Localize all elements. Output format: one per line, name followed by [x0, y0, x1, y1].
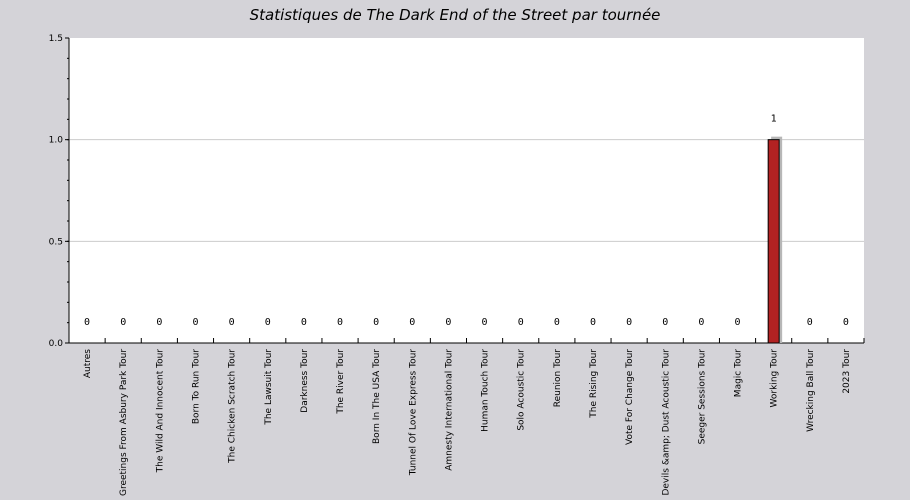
value-label: 0 — [409, 317, 415, 328]
category-label: Solo Acoustic Tour — [517, 349, 527, 431]
category-label: The Lawsuit Tour — [264, 349, 274, 426]
category-label: Magic Tour — [734, 349, 744, 397]
category-label: Reunion Tour — [553, 349, 563, 408]
value-label: 0 — [698, 317, 704, 328]
plot-area — [69, 38, 864, 343]
value-label: 0 — [445, 317, 451, 328]
category-label: Darkness Tour — [300, 349, 310, 413]
y-tick-label: 0.0 — [49, 339, 64, 349]
category-label: Autres — [83, 349, 93, 378]
y-tick-label: 0.5 — [49, 237, 63, 247]
bar — [767, 139, 780, 344]
value-label: 0 — [192, 317, 198, 328]
category-label: The Wild And Innocent Tour — [155, 349, 165, 474]
value-label: 0 — [482, 317, 488, 328]
value-label: 0 — [84, 317, 90, 328]
value-label: 0 — [301, 317, 307, 328]
category-label: Vote For Change Tour — [625, 349, 635, 445]
value-label: 0 — [590, 317, 596, 328]
value-label: 0 — [554, 317, 560, 328]
category-label: Amnesty International Tour — [444, 349, 454, 471]
y-tick-label: 1.5 — [49, 34, 63, 44]
value-label: 0 — [229, 317, 235, 328]
value-label: 0 — [120, 317, 126, 328]
value-label: 0 — [156, 317, 162, 328]
value-label: 0 — [807, 317, 813, 328]
value-label: 0 — [843, 317, 849, 328]
category-label: Born In The USA Tour — [372, 349, 382, 444]
category-label: Human Touch Tour — [481, 349, 491, 432]
category-label: Greetings From Asbury Park Tour — [119, 349, 129, 496]
category-label: Wrecking Ball Tour — [806, 349, 816, 432]
value-label: 0 — [373, 317, 379, 328]
y-tick-label: 1.0 — [49, 136, 64, 146]
category-label: 2023 Tour — [842, 349, 852, 394]
value-label: 0 — [518, 317, 524, 328]
chart-title: Statistiques de The Dark End of the Stre… — [249, 6, 661, 24]
value-label: 0 — [662, 317, 668, 328]
value-label: 0 — [337, 317, 343, 328]
category-label: The Rising Tour — [589, 349, 599, 419]
value-label: 1 — [771, 114, 777, 125]
category-label: Born To Run Tour — [191, 349, 201, 424]
category-label: Seeger Sessions Tour — [697, 349, 707, 445]
value-label: 0 — [265, 317, 271, 328]
category-label: Tunnel Of Love Express Tour — [408, 349, 418, 477]
value-label: 0 — [735, 317, 741, 328]
category-label: The River Tour — [336, 349, 346, 415]
category-label: Working Tour — [770, 349, 780, 408]
category-label: Devils &amp; Dust Acoustic Tour — [661, 349, 671, 496]
category-label: The Chicken Scratch Tour — [228, 349, 238, 464]
value-label: 0 — [626, 317, 632, 328]
